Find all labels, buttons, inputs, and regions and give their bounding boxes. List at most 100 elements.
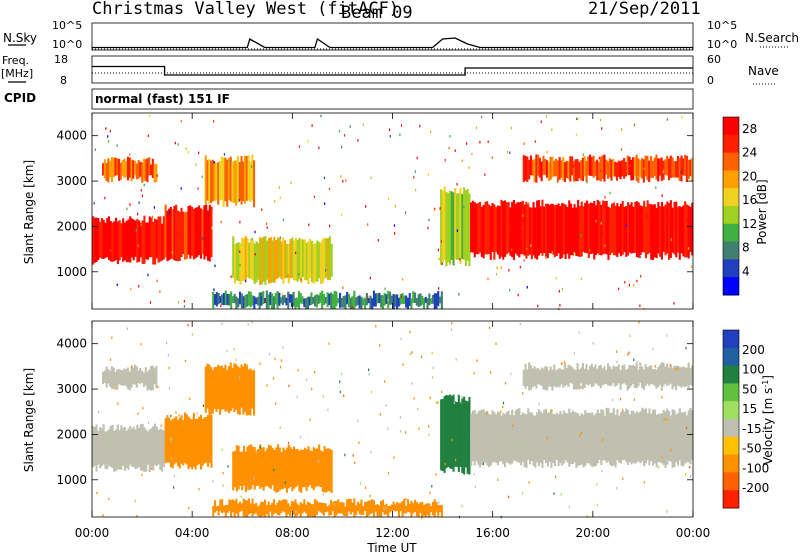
velocity-speck [596,503,598,507]
velocity-cell [155,366,158,389]
freq-strip: Freq. [MHz] 18 8 60 0 Nave [1,53,779,87]
power-cell [191,207,194,256]
velocity-cell [272,499,275,515]
power-cell [479,201,482,253]
power-cell [562,157,565,181]
power-cell [253,243,256,284]
power-cell [405,295,408,308]
velocity-speck [666,510,668,513]
velocity-cell [146,371,149,391]
velocity-cell [623,411,626,460]
power-cell [615,162,618,181]
power-cell [374,293,377,307]
power-speck [394,204,396,208]
velocity-cell [625,408,628,463]
velocity-speck [191,333,193,336]
power-cell [671,207,674,253]
velocity-cell [154,423,157,466]
velocity-cell [285,499,288,517]
power-cell [544,158,547,175]
power-cell [655,207,658,259]
velocity-speck [354,461,356,464]
power-speck [323,176,326,180]
velocity-cell [249,503,252,514]
velocity-speck [627,353,629,356]
power-cell [206,210,209,261]
velocity-speck [274,357,276,361]
power-speck [680,171,682,174]
power-cell [621,200,624,255]
power-speck [177,301,180,304]
power-speck [500,266,502,269]
velocity-speck [227,465,229,468]
power-cell [159,216,162,262]
power-cell [516,202,519,256]
power-cell [120,223,123,258]
power-speck [105,127,107,130]
velocity-cell [440,505,443,517]
velocity-cell [330,499,333,515]
velocity-cell [614,414,617,468]
velocity-cell [608,366,611,387]
velocity-cell [675,414,678,463]
power-cell [431,295,434,304]
power-cell [532,202,535,256]
velocity-cell [635,363,638,389]
velocity-cell [605,370,608,384]
power-cell [143,215,146,264]
power-cell [322,293,325,305]
velocity-cell [441,399,444,472]
velocity-speck [474,485,476,488]
velocity-cell [337,499,340,514]
power-speck [439,207,441,210]
power-cell [107,158,110,183]
power-speck [180,187,182,190]
power-cell [439,296,442,304]
velocity-cell [184,412,187,463]
velocity-cell [641,366,644,388]
velocity-speck [272,377,275,380]
velocity-speck [431,351,433,355]
power-cell [112,157,115,178]
velocity-cell [111,424,114,469]
power-cell [422,298,425,309]
power-speck [338,129,341,133]
power-cell [585,161,588,182]
velocity-cell [371,499,374,514]
power-cell [385,294,388,304]
power-cell [399,294,402,305]
power-cell [593,201,596,260]
power-speck [601,127,603,130]
power-speck [617,245,619,248]
velocity-cell [253,504,256,515]
velocity-speck [259,446,262,449]
power-speck [389,128,391,132]
velocity-colorbar-tick: -100 [742,461,769,475]
velocity-cell [245,364,248,416]
velocity-speck [134,499,136,503]
power-cell [347,293,350,308]
velocity-cell [583,368,586,388]
power-cell [201,209,204,255]
power-speck [466,142,468,145]
power-speck [687,247,690,250]
velocity-speck [328,342,330,345]
power-cell [222,157,225,207]
power-cell [669,155,672,178]
velocity-cell [488,413,491,468]
velocity-cell [132,426,135,468]
velocity-speck [502,405,504,409]
velocity-colorbar-swatch [723,330,739,349]
power-cell [296,297,299,308]
power-cell [271,240,274,283]
power-cell [651,161,654,178]
power-speck [537,304,539,308]
velocity-speck [247,487,249,490]
power-cell [522,154,525,183]
velocity-cell [267,501,270,517]
power-speck [197,187,199,190]
velocity-cell [114,372,117,390]
velocity-cell [549,366,552,387]
power-cell [342,296,345,308]
power-speck [116,283,118,287]
